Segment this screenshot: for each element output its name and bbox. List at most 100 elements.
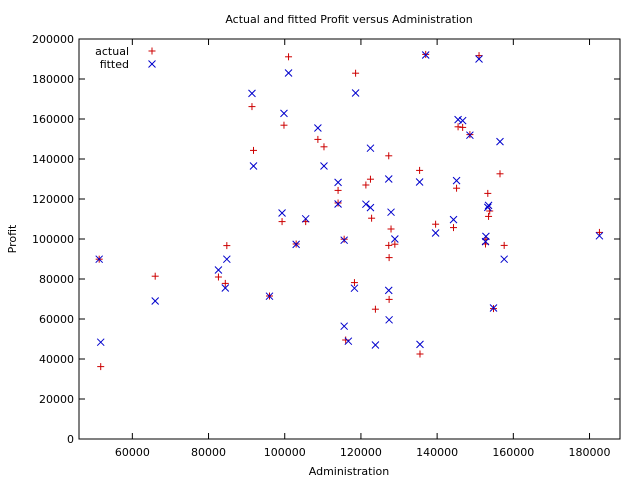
data-point-fitted (320, 162, 328, 170)
data-point-fitted (489, 304, 498, 312)
data-point-actual (352, 69, 360, 77)
data-point-actual (320, 143, 328, 151)
data-point-actual (450, 224, 458, 232)
y-axis: 0 20000 40000 60000 80000 100000 120000 140000 1… (32, 33, 620, 446)
data-point-actual (385, 254, 393, 262)
data-point-fitted (351, 89, 360, 97)
data-point-fitted (387, 208, 395, 217)
y-tick-label: 200000 (32, 33, 74, 46)
data-point-fitted (222, 255, 231, 264)
series-fitted (95, 51, 604, 349)
data-point-actual (97, 363, 105, 371)
legend-label-actual: actual (95, 45, 129, 58)
y-tick-label: 20000 (39, 393, 74, 406)
y-tick-label: 100000 (32, 233, 74, 246)
data-point-fitted (334, 200, 342, 208)
legend-label-fitted: fitted (100, 58, 129, 71)
data-point-actual (350, 279, 358, 287)
data-point-actual (334, 199, 342, 207)
data-point-fitted (431, 229, 440, 237)
data-point-actual (416, 166, 424, 174)
y-tick-label: 60000 (39, 313, 74, 326)
data-point-actual (484, 189, 492, 197)
data-point-actual (314, 135, 322, 143)
data-point-fitted (340, 322, 349, 331)
data-point-fitted (314, 124, 322, 132)
data-point-fitted (265, 292, 274, 301)
legend-marker-actual (148, 47, 156, 55)
y-tick-label: 140000 (32, 153, 74, 166)
data-point-actual (459, 123, 467, 131)
data-point-actual (223, 242, 231, 250)
data-point-fitted (390, 235, 399, 243)
data-point-fitted (95, 255, 104, 264)
data-point-fitted (334, 178, 342, 187)
data-point-fitted (484, 201, 493, 210)
data-point-fitted (416, 340, 424, 349)
data-point-actual (432, 220, 440, 228)
data-point-fitted (475, 55, 483, 63)
data-point-fitted (385, 315, 393, 324)
x-tick-label: 140000 (416, 446, 458, 459)
data-point-fitted (384, 175, 393, 183)
data-point-actual (248, 103, 256, 111)
data-point-fitted (421, 51, 430, 59)
data-point-fitted (449, 215, 458, 224)
data-point-fitted (415, 178, 424, 186)
data-point-actual (278, 218, 286, 226)
data-point-fitted (249, 162, 258, 170)
x-tick-label: 60000 (115, 446, 150, 459)
data-point-actual (391, 240, 399, 248)
data-point-fitted (344, 337, 353, 346)
data-point-actual (387, 225, 395, 233)
data-point-fitted (366, 203, 375, 212)
x-axis-label: Administration (309, 465, 390, 478)
data-point-fitted (280, 109, 288, 118)
data-point-fitted (595, 231, 604, 240)
data-point-fitted (496, 137, 504, 146)
data-point-actual (285, 53, 293, 61)
data-point-actual (221, 279, 229, 287)
data-point-actual (475, 52, 483, 60)
data-point-fitted (350, 284, 359, 293)
x-tick-label: 80000 (191, 446, 226, 459)
chart-title: Actual and fitted Profit versus Administ… (225, 13, 472, 26)
data-point-actual (371, 305, 379, 313)
data-point-fitted (366, 144, 375, 153)
legend: actual fitted (95, 45, 156, 71)
data-point-actual (385, 241, 393, 249)
series-layer (95, 50, 604, 371)
data-point-fitted (284, 69, 293, 77)
data-point-fitted (301, 214, 310, 223)
data-point-actual (416, 350, 424, 358)
legend-plus-icon (148, 47, 156, 55)
y-tick-label: 160000 (32, 113, 74, 126)
data-point-actual (595, 228, 603, 236)
data-point-fitted (500, 255, 509, 264)
data-point-fitted (371, 341, 380, 349)
legend-x-icon (148, 60, 156, 68)
data-point-fitted (96, 338, 105, 347)
x-tick-label: 180000 (569, 446, 611, 459)
x-tick-label: 160000 (492, 446, 534, 459)
data-point-fitted (454, 115, 462, 124)
data-point-actual (334, 186, 342, 194)
data-point-actual (453, 184, 461, 192)
data-point-actual (280, 121, 288, 129)
y-tick-label: 120000 (32, 193, 74, 206)
y-tick-label: 40000 (39, 353, 74, 366)
data-point-actual (362, 181, 370, 189)
x-tick-label: 120000 (340, 446, 382, 459)
data-point-fitted (483, 203, 492, 212)
series-actual (95, 50, 603, 371)
data-point-fitted (278, 209, 286, 217)
data-point-actual (249, 146, 257, 154)
data-point-fitted (214, 266, 223, 274)
data-point-actual (340, 235, 348, 243)
data-point-fitted (362, 200, 370, 209)
plot-frame (78, 38, 621, 440)
x-axis: 60000 80000 100000 120000 140000 160000 180000 (115, 39, 611, 459)
data-point-actual (454, 123, 462, 131)
y-tick-label: 0 (67, 433, 74, 446)
